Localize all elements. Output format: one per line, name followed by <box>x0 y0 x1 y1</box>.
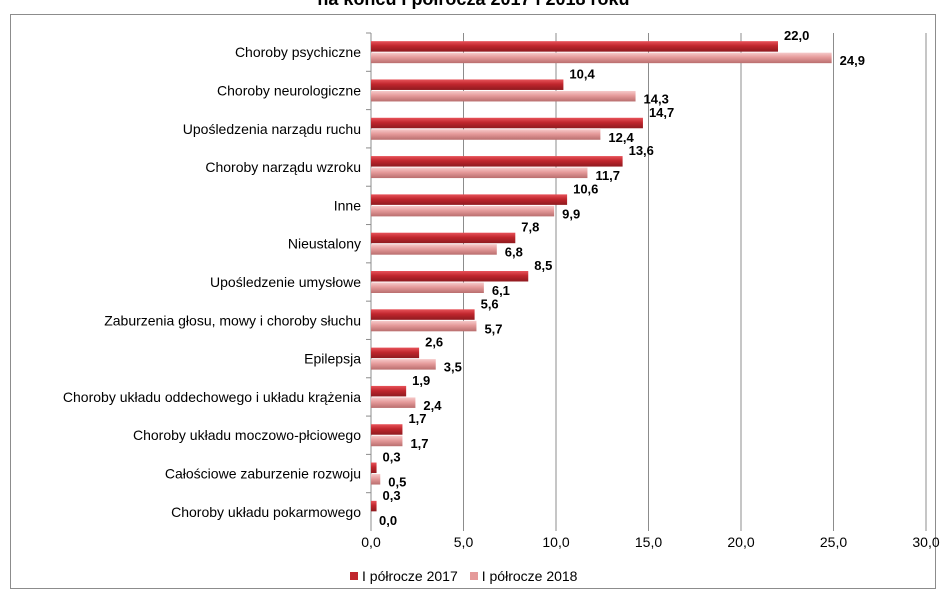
data-label-2018: 24,9 <box>840 53 865 68</box>
category-label: Choroby psychiczne <box>235 44 361 60</box>
bars <box>371 41 832 512</box>
category-label: Upośledzenie umysłowe <box>210 274 361 290</box>
legend-swatch-2017 <box>350 572 358 580</box>
bar-2018 <box>371 167 588 179</box>
bar-2018 <box>371 282 484 293</box>
bar-2018 <box>371 129 601 140</box>
bar-2017 <box>371 500 377 512</box>
category-label: Upośledzenia narządu ruchu <box>183 121 361 137</box>
data-label-2018: 12,4 <box>608 130 634 145</box>
legend-item-2017: I półrocze 2017 <box>350 568 458 584</box>
category-label: Inne <box>334 197 361 213</box>
x-axis-ticks: 0,0 5,0 10,0 15,0 20,0 25,0 30,0 <box>361 534 940 550</box>
category-label: Choroby układu pokarmowego <box>171 504 361 520</box>
category-label: Całościowe zaburzenie rozwoju <box>165 466 361 482</box>
category-label: Choroby narządu wzroku <box>205 159 361 175</box>
bar-2017 <box>371 117 643 129</box>
category-label: Choroby układu moczowo-płciowego <box>133 427 361 443</box>
bar-2018 <box>371 244 497 255</box>
data-label-2018: 5,7 <box>484 321 502 336</box>
x-tick-label: 20,0 <box>727 534 754 550</box>
data-label-2017: 13,6 <box>629 143 654 158</box>
category-label: Zaburzenia głosu, mowy i choroby słuchu <box>104 312 361 328</box>
bar-2017 <box>371 156 623 167</box>
bar-2018 <box>371 397 416 408</box>
data-label-2018: 14,3 <box>644 91 669 106</box>
data-label-2018: 9,9 <box>562 206 580 221</box>
bar-2018 <box>371 90 636 102</box>
data-label-2017: 1,9 <box>412 373 430 388</box>
bar-2017 <box>371 385 407 397</box>
category-label: Choroby neurologiczne <box>217 82 361 98</box>
category-label: Choroby układu oddechowego i układu krąż… <box>63 389 361 405</box>
x-tick-label: 25,0 <box>820 534 847 550</box>
bar-2018 <box>371 320 477 332</box>
bar-2017 <box>371 271 529 282</box>
data-label-2017: 7,8 <box>521 220 539 235</box>
legend-label-2017: I półrocze 2017 <box>362 568 458 584</box>
data-label-2017: 22,0 <box>784 28 809 43</box>
bar-2017 <box>371 462 377 474</box>
x-tick-label: 30,0 <box>912 534 939 550</box>
chart-frame <box>10 14 936 589</box>
data-label-2017: 1,7 <box>408 411 426 426</box>
data-label-2017: 0,3 <box>383 450 401 465</box>
data-label-2018: 11,7 <box>595 168 620 183</box>
data-label-2017: 2,6 <box>425 335 443 350</box>
data-label-2018: 1,7 <box>410 436 428 451</box>
data-label-2017: 10,6 <box>573 181 598 196</box>
bar-2017 <box>371 232 516 244</box>
bar-2017 <box>371 79 564 90</box>
data-labels: 22,0 24,9 10,4 14,314,7 12,413,6 11,710,6 9,9 7… <box>379 28 865 528</box>
data-label-2018: 6,8 <box>505 245 523 260</box>
data-label-2018: 6,1 <box>492 283 510 298</box>
x-tick-label: 5,0 <box>454 534 474 550</box>
bar-2017 <box>371 347 420 359</box>
bar-2018 <box>371 52 832 64</box>
legend-item-2018: I półrocze 2018 <box>469 568 578 584</box>
data-label-2017: 8,5 <box>534 258 552 273</box>
data-label-2017: 0,3 <box>383 488 401 503</box>
legend-swatch-2018 <box>469 572 478 580</box>
bar-2018 <box>371 435 403 447</box>
data-label-2017: 5,6 <box>481 296 499 311</box>
x-tick-label: 15,0 <box>635 534 662 550</box>
bar-2018 <box>371 474 381 485</box>
bar-2017 <box>371 194 568 205</box>
data-label-2018: 0,0 <box>379 513 397 528</box>
bar-2018 <box>371 359 436 370</box>
data-label-2018: 3,5 <box>444 360 462 375</box>
category-labels: Choroby psychiczne Choroby neurologiczne U… <box>63 44 361 520</box>
bar-2018 <box>371 205 555 217</box>
legend-label-2018: I półrocze 2018 <box>481 568 578 584</box>
x-tick-label: 0,0 <box>361 534 381 550</box>
data-label-2017: 14,7 <box>649 105 674 120</box>
data-label-2018: 0,5 <box>388 475 406 490</box>
category-label: Epilepsja <box>304 351 361 367</box>
bar-2017 <box>371 424 403 435</box>
gridlines <box>366 32 927 531</box>
bar-2017 <box>371 309 475 320</box>
bar-2017 <box>371 41 778 52</box>
category-label: Nieustalony <box>288 236 361 252</box>
x-tick-label: 10,0 <box>542 534 569 550</box>
legend: I półrocze 2017 I półrocze 2018 <box>350 568 577 584</box>
chart-title: na końcu I półrocza 2017 i 2018 roku <box>0 0 947 9</box>
data-label-2018: 2,4 <box>423 398 442 413</box>
data-label-2017: 10,4 <box>569 66 595 81</box>
